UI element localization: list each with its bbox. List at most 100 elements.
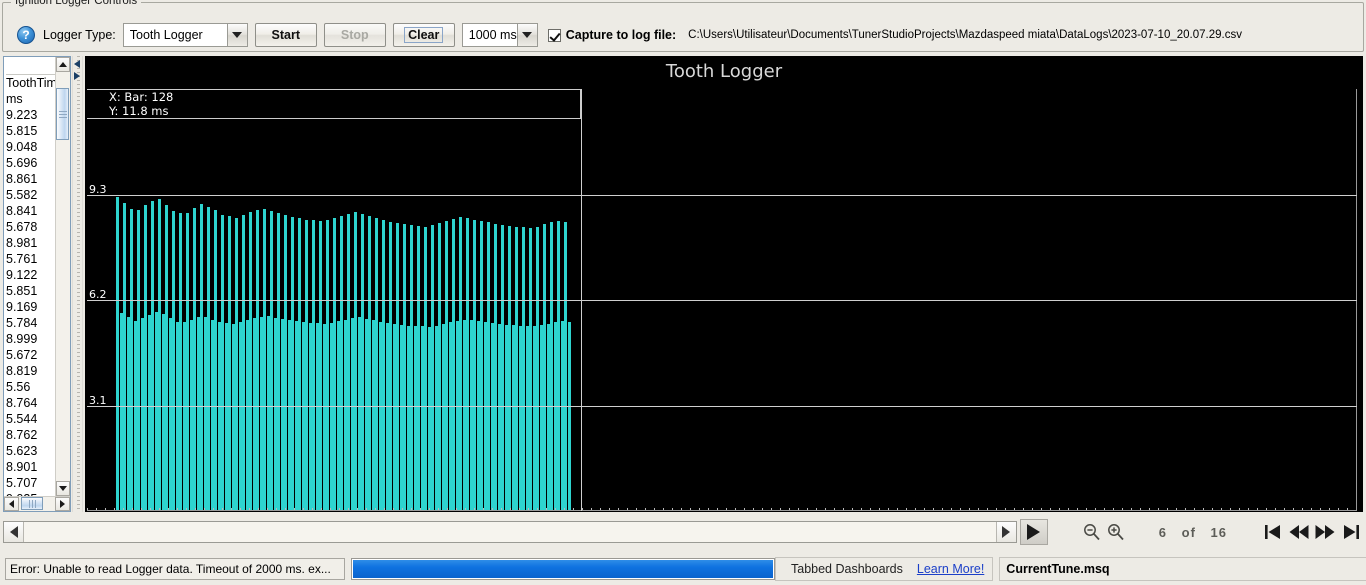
bar[interactable] <box>308 323 312 511</box>
table-cell[interactable]: 5.761 <box>6 252 38 266</box>
chart-horizontal-scrollbar[interactable] <box>3 521 1017 543</box>
bar[interactable] <box>242 214 245 511</box>
bar[interactable] <box>263 208 266 511</box>
bar[interactable] <box>203 317 207 511</box>
capture-to-log-file-checkbox-group[interactable]: Capture to log file: <box>547 28 676 42</box>
chevron-down-icon[interactable] <box>226 23 248 47</box>
learn-more-link[interactable]: Learn More! <box>916 561 985 576</box>
bar[interactable] <box>455 320 459 511</box>
bar[interactable] <box>270 210 273 511</box>
bar[interactable] <box>557 221 560 511</box>
bar[interactable] <box>284 214 287 511</box>
bar[interactable] <box>116 197 119 511</box>
bar[interactable] <box>459 216 462 511</box>
bar[interactable] <box>392 324 396 511</box>
bar[interactable] <box>161 314 165 511</box>
bar[interactable] <box>172 210 175 511</box>
bar[interactable] <box>462 319 466 511</box>
table-cell[interactable]: 8.841 <box>6 204 38 218</box>
bar[interactable] <box>249 212 252 511</box>
table-cell[interactable]: 8.764 <box>6 396 38 410</box>
bar[interactable] <box>543 224 546 511</box>
bar[interactable] <box>529 227 532 511</box>
scroll-left-icon[interactable] <box>4 497 19 511</box>
table-cell[interactable]: 9.048 <box>6 140 38 154</box>
bar[interactable] <box>340 215 343 511</box>
table-cell[interactable]: 9.169 <box>6 300 38 314</box>
bar[interactable] <box>221 214 224 511</box>
table-cell[interactable]: 5.623 <box>6 444 38 458</box>
bar[interactable] <box>553 322 557 511</box>
bar[interactable] <box>476 321 480 511</box>
bar[interactable] <box>238 321 242 511</box>
bar[interactable] <box>487 222 490 511</box>
stop-button[interactable]: Stop <box>323 23 386 47</box>
bar[interactable] <box>413 325 417 511</box>
bar[interactable] <box>315 323 319 511</box>
interval-select[interactable]: 1000 ms <box>461 23 538 47</box>
scroll-track[interactable] <box>56 72 70 481</box>
bar[interactable] <box>536 226 539 511</box>
bar[interactable] <box>133 321 137 511</box>
table-cell[interactable]: 5.582 <box>6 188 38 202</box>
bar[interactable] <box>277 212 280 511</box>
table-cell[interactable]: 5.784 <box>6 316 38 330</box>
bar[interactable] <box>217 321 221 511</box>
bar[interactable] <box>123 203 126 511</box>
bar[interactable] <box>294 321 298 511</box>
skip-last-icon[interactable] <box>1338 519 1364 545</box>
bar[interactable] <box>389 221 392 511</box>
bar[interactable] <box>326 219 329 511</box>
skip-first-icon[interactable] <box>1260 519 1286 545</box>
zoom-in-icon[interactable] <box>1104 519 1128 545</box>
bar[interactable] <box>490 323 494 511</box>
bar[interactable] <box>469 320 473 511</box>
bar[interactable] <box>445 221 448 511</box>
bar[interactable] <box>466 218 469 511</box>
bar[interactable] <box>550 222 553 511</box>
bar[interactable] <box>126 317 130 511</box>
bar[interactable] <box>144 205 147 511</box>
bar[interactable] <box>189 319 193 511</box>
table-cell[interactable]: 5.707 <box>6 476 38 490</box>
table-cell[interactable]: 9.122 <box>6 268 38 282</box>
start-button[interactable]: Start <box>254 23 317 47</box>
scroll-down-icon[interactable] <box>56 481 70 496</box>
bar[interactable] <box>504 324 508 511</box>
table-cell[interactable]: 5.544 <box>6 412 38 426</box>
zoom-out-icon[interactable] <box>1080 519 1104 545</box>
collapse-left-icon[interactable] <box>74 72 80 80</box>
bar[interactable] <box>305 219 308 511</box>
bar[interactable] <box>371 320 375 511</box>
bar[interactable] <box>515 226 518 511</box>
logger-type-select[interactable]: Tooth Logger <box>122 23 248 47</box>
bar[interactable] <box>539 325 543 511</box>
fast-forward-icon[interactable] <box>1312 519 1338 545</box>
bar[interactable] <box>399 324 403 511</box>
capture-checkbox[interactable] <box>547 28 561 42</box>
bar[interactable] <box>532 326 536 511</box>
bar[interactable] <box>354 211 357 511</box>
bar[interactable] <box>361 213 364 511</box>
help-circle-icon[interactable]: ? <box>17 26 35 44</box>
bar[interactable] <box>151 200 154 511</box>
bar[interactable] <box>137 210 140 511</box>
bar[interactable] <box>273 317 277 511</box>
bar[interactable] <box>193 208 196 511</box>
bar[interactable] <box>119 313 123 511</box>
bar[interactable] <box>511 325 515 511</box>
bar[interactable] <box>364 318 368 511</box>
bar[interactable] <box>280 319 284 511</box>
scroll-right-icon[interactable] <box>995 522 1016 542</box>
bar[interactable] <box>375 217 378 511</box>
bar[interactable] <box>214 210 217 511</box>
table-cell[interactable]: 5.815 <box>6 124 38 138</box>
chart-plot-area[interactable]: X: Bar: 128 Y: 11.8 ms 3.1 6.2 9.3 <box>87 89 1357 511</box>
bar[interactable] <box>231 323 235 511</box>
bar[interactable] <box>179 212 182 511</box>
bar[interactable] <box>329 322 333 511</box>
bar[interactable] <box>518 325 522 511</box>
table-cell[interactable]: 8.861 <box>6 172 38 186</box>
bar[interactable] <box>147 314 151 511</box>
scroll-thumb[interactable] <box>56 88 69 140</box>
